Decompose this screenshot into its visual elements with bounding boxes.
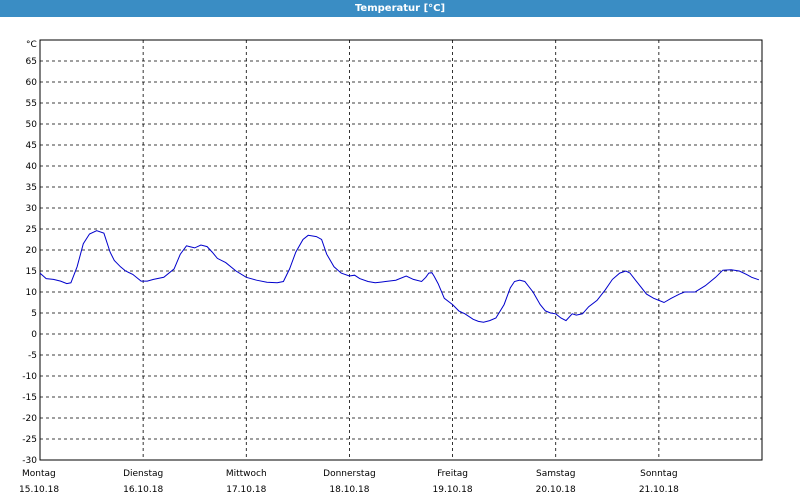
x-tick-weekday: Dienstag: [123, 469, 163, 479]
y-tick-label: 10: [26, 288, 38, 298]
x-tick-date: 16.10.18: [123, 485, 163, 495]
chart-title: Temperatur [°C]: [354, 3, 446, 14]
y-tick-label: -20: [22, 414, 37, 424]
x-tick-date: 18.10.18: [329, 485, 369, 495]
x-tick-weekday: Freitag: [437, 469, 468, 479]
y-tick-label: 60: [26, 78, 38, 88]
y-tick-label: 5: [31, 309, 37, 319]
x-tick-date: 21.10.18: [639, 485, 679, 495]
y-tick-label: -25: [22, 435, 37, 445]
y-tick-label: 50: [26, 120, 38, 130]
y-tick-label: 40: [26, 162, 38, 172]
x-tick-weekday: Donnerstag: [323, 469, 376, 479]
x-tick-date: 19.10.18: [433, 485, 473, 495]
x-tick-weekday: Mittwoch: [226, 469, 267, 479]
y-tick-label: -30: [22, 456, 37, 466]
x-tick-weekday: Montag: [22, 469, 56, 479]
plot-frame: [39, 39, 763, 461]
y-unit-label: °C: [26, 40, 37, 50]
y-tick-label: 45: [26, 141, 37, 151]
y-tick-label: 25: [26, 225, 37, 235]
y-tick-label: 65: [26, 57, 37, 67]
y-tick-label: 15: [26, 267, 37, 277]
x-tick-weekday: Sonntag: [640, 469, 677, 479]
y-tick-label: -5: [28, 351, 37, 361]
y-tick-label: -15: [22, 393, 37, 403]
x-tick-date: 15.10.18: [19, 485, 59, 495]
y-tick-label: 20: [26, 246, 38, 256]
y-tick-label: 30: [26, 204, 38, 214]
y-tick-label: 35: [26, 183, 37, 193]
x-tick-date: 17.10.18: [226, 485, 266, 495]
x-tick-weekday: Samstag: [536, 469, 575, 479]
y-tick-label: -10: [22, 372, 37, 382]
chart-title-bar: Temperatur [°C]: [0, 0, 800, 17]
y-tick-label: 55: [26, 99, 37, 109]
y-tick-label: 0: [31, 330, 37, 340]
x-tick-date: 20.10.18: [536, 485, 576, 495]
series-line-temperature: [39, 230, 760, 323]
